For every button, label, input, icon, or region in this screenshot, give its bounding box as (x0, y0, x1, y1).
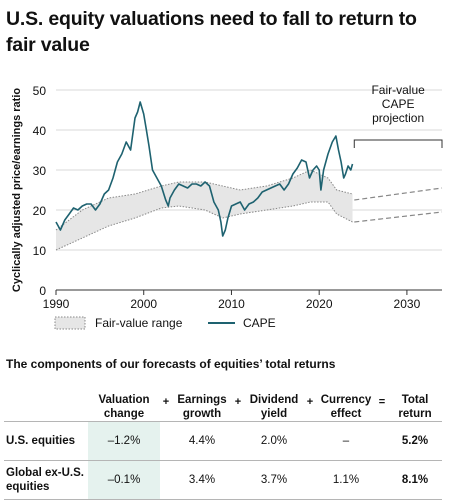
header-valuation-change: Valuation change (98, 394, 150, 420)
legend-band-swatch (54, 316, 86, 330)
y-tick-label: 50 (33, 84, 47, 98)
operator-plus: + (306, 396, 314, 408)
header-dividend-yield: Dividend yield (249, 394, 299, 420)
cell-earnings-growth: 3.4% (172, 460, 232, 500)
x-tick-label: 2020 (306, 297, 333, 311)
x-axis-ticks: 1990 2000 2010 2020 2030 (43, 290, 421, 311)
cell-dividend-yield: 3.7% (244, 460, 304, 500)
y-axis-ticks: 0 10 20 30 40 50 (33, 84, 47, 298)
projection-bracket (353, 139, 443, 148)
cell-valuation-change: –1.2% (88, 421, 160, 461)
cape-line (55, 101, 354, 237)
row-label: Global ex-U.S. equities (4, 460, 88, 500)
legend-cape-label: CAPE (243, 316, 276, 330)
fair-value-band (56, 170, 353, 250)
row-label: U.S. equities (4, 421, 88, 461)
table-title: The components of our forecasts of equit… (6, 357, 336, 371)
header-total-return: Total return (398, 394, 432, 420)
y-tick-label: 30 (33, 164, 47, 178)
header-currency-effect: Currency effect (320, 394, 372, 420)
operator-equals: = (378, 396, 386, 408)
y-axis-label: Cyclically adjusted price/earnings ratio (11, 88, 23, 292)
chart-title: U.S. equity valuations need to fall to r… (6, 8, 417, 56)
operator-plus: + (162, 396, 170, 408)
cell-valuation-change: –0.1% (88, 460, 160, 500)
cell-dividend-yield: 2.0% (244, 421, 304, 461)
y-tick-label: 20 (33, 204, 47, 218)
y-tick-label: 40 (33, 124, 47, 138)
projection-annotation: Fair-value CAPE projection (371, 83, 425, 125)
cell-currency-effect: – (316, 421, 376, 461)
cell-total-return: 8.1% (388, 460, 442, 500)
x-tick-label: 2000 (130, 297, 157, 311)
x-tick-label: 2010 (218, 297, 245, 311)
legend-band-label: Fair-value range (95, 316, 183, 330)
cell-earnings-growth: 4.4% (172, 421, 232, 461)
header-earnings-growth: Earnings growth (177, 394, 227, 420)
projection-lower-line (354, 211, 443, 223)
x-tick-label: 2030 (394, 297, 421, 311)
cell-currency-effect: 1.1% (316, 460, 376, 500)
table-row: U.S. equities –1.2% 4.4% 2.0% – 5.2% (4, 421, 442, 461)
table-row: Global ex-U.S. equities –0.1% 3.4% 3.7% … (4, 460, 442, 500)
y-tick-label: 0 (39, 284, 46, 298)
operator-plus: + (234, 396, 242, 408)
legend: Fair-value range CAPE (54, 316, 276, 330)
projection-upper-line (354, 187, 443, 201)
fair-value-band-lower-edge (55, 201, 353, 251)
y-tick-label: 10 (33, 244, 47, 258)
cell-total-return: 5.2% (388, 421, 442, 461)
x-tick-label: 1990 (43, 297, 70, 311)
forecast-components-table: Valuation change + Earnings growth + Div… (4, 383, 442, 500)
